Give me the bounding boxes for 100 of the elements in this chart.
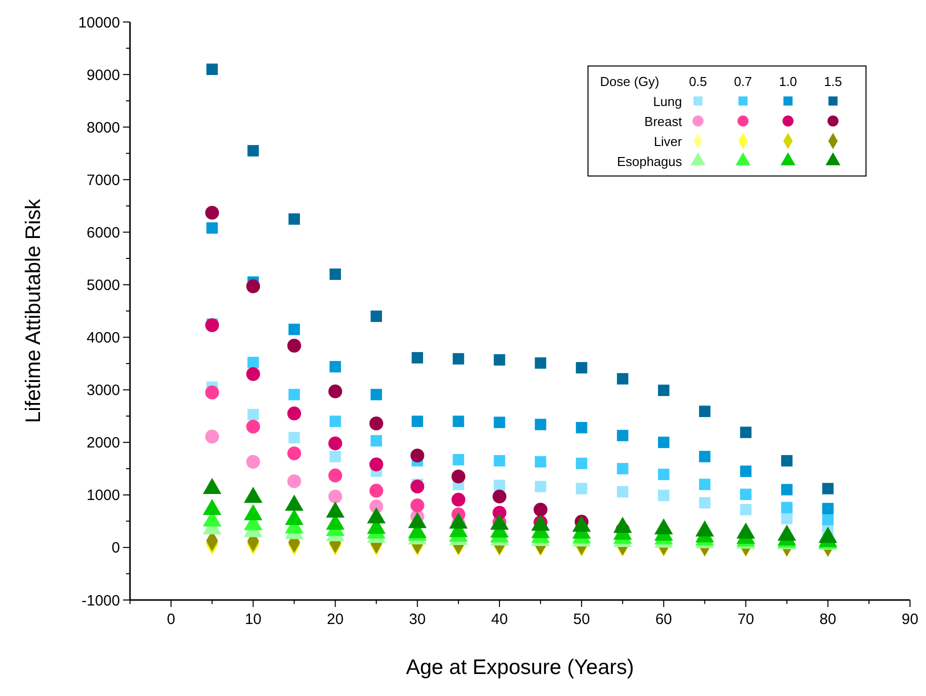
point	[205, 318, 220, 332]
point	[740, 488, 752, 500]
point	[781, 502, 793, 514]
point	[370, 310, 382, 322]
point	[330, 450, 341, 462]
point	[452, 353, 464, 365]
point	[534, 502, 548, 517]
x-axis-title: Age at Exposure (Years)	[406, 656, 634, 679]
y-tick-label: 8000	[86, 119, 120, 136]
y-tick-label: 3000	[86, 382, 120, 400]
point	[205, 430, 220, 444]
point	[740, 426, 752, 438]
point	[206, 222, 218, 234]
x-tick-label: 20	[326, 611, 344, 628]
point	[494, 455, 506, 466]
legend-title: Dose (Gy)	[600, 74, 660, 89]
point	[246, 420, 260, 434]
point	[494, 480, 506, 492]
point	[370, 388, 382, 400]
point	[369, 416, 384, 430]
point	[576, 362, 588, 374]
point	[658, 468, 670, 480]
annotation: 0.7	[734, 74, 752, 89]
point	[576, 458, 588, 470]
point	[288, 324, 300, 336]
point	[330, 360, 341, 372]
point	[412, 352, 424, 364]
point	[410, 480, 424, 494]
point	[288, 213, 300, 225]
point	[328, 384, 342, 398]
x-tick-label: 50	[573, 611, 590, 628]
y-tick-label: 9000	[86, 66, 120, 84]
point	[206, 64, 218, 75]
point	[330, 268, 341, 280]
point	[534, 357, 546, 369]
y-axis-title: Lifetime Attibutable Risk	[22, 198, 45, 424]
point	[452, 492, 466, 507]
point	[492, 490, 506, 504]
legend-label: Liver	[654, 134, 683, 149]
point	[822, 502, 834, 514]
legend-label: Lung	[653, 94, 682, 109]
y-tick-label: 6000	[86, 224, 120, 242]
annotation: 1.5	[824, 74, 842, 89]
x-tick-label: 80	[820, 611, 836, 628]
point	[370, 435, 382, 446]
point	[452, 416, 464, 428]
x-tick-label: 90	[902, 611, 918, 628]
point	[247, 145, 259, 156]
point	[288, 388, 300, 400]
point	[699, 478, 710, 490]
y-tick-label: 7000	[86, 172, 120, 189]
y-tick-label: 4000	[86, 330, 120, 347]
point	[246, 367, 260, 381]
point	[328, 468, 342, 482]
point	[740, 504, 752, 516]
x-tick-label: 0	[166, 611, 176, 628]
point	[534, 456, 546, 468]
point	[205, 386, 220, 400]
point	[576, 422, 588, 434]
point	[658, 490, 670, 502]
x-tick-label: 10	[244, 611, 262, 628]
point	[287, 474, 302, 488]
point	[247, 356, 259, 368]
point	[822, 482, 834, 494]
point	[452, 454, 464, 466]
point	[246, 454, 260, 469]
point	[369, 458, 384, 472]
point	[494, 354, 506, 366]
y-tick-label: -1000	[82, 592, 120, 610]
point	[287, 406, 302, 420]
point	[576, 482, 588, 494]
legend-label: Esophagus	[616, 154, 682, 169]
point	[288, 432, 300, 444]
point	[699, 497, 710, 508]
point	[412, 416, 424, 428]
point	[410, 498, 424, 512]
point	[781, 512, 793, 524]
y-tick-label: 0	[112, 540, 120, 557]
y-tick-label: 2000	[86, 434, 120, 452]
point	[699, 450, 710, 462]
point	[699, 406, 710, 418]
point	[410, 448, 424, 462]
y-tick-label: 5000	[86, 276, 120, 294]
x-tick-label: 60	[655, 611, 672, 628]
x-tick-label: 40	[491, 611, 508, 628]
point	[740, 466, 752, 477]
point	[616, 486, 628, 498]
legend-label: Breast	[644, 114, 682, 129]
point	[452, 470, 466, 484]
point	[287, 338, 302, 353]
y-tick-label: 1000	[86, 487, 120, 504]
point	[247, 408, 259, 420]
point	[658, 384, 670, 396]
point	[328, 490, 342, 504]
point	[616, 430, 628, 442]
point	[205, 206, 220, 220]
annotation: 0.5	[688, 74, 708, 89]
point	[287, 446, 302, 460]
point	[781, 455, 793, 466]
point	[534, 418, 546, 430]
